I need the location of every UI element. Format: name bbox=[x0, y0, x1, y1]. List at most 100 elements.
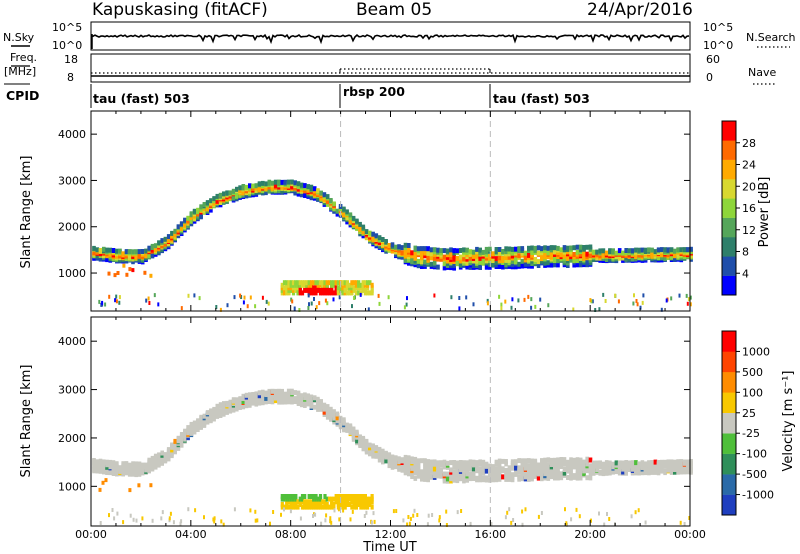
echo-cell bbox=[318, 504, 323, 510]
echo-cell bbox=[368, 290, 372, 296]
echo-cell bbox=[343, 287, 347, 293]
echo-cell bbox=[604, 250, 609, 256]
echo-cell bbox=[508, 507, 511, 512]
echo-cell bbox=[603, 522, 606, 527]
echo-cell bbox=[689, 459, 693, 464]
echo-cell bbox=[296, 181, 301, 187]
echo-cell bbox=[540, 465, 544, 471]
echo-cell bbox=[643, 461, 648, 467]
echo-cell bbox=[354, 494, 358, 499]
echo-cell bbox=[335, 208, 340, 214]
echo-cell bbox=[530, 250, 534, 255]
echo-cell bbox=[306, 393, 310, 399]
echo-cell bbox=[494, 475, 499, 481]
cpid-segment-label: tau (fast) 503 bbox=[493, 91, 590, 106]
colorbar-tick-label: 12 bbox=[742, 224, 756, 237]
echo-cell bbox=[549, 469, 554, 475]
echo-cell bbox=[413, 250, 418, 255]
echo-cell bbox=[397, 459, 401, 465]
colorbar-segment bbox=[722, 179, 736, 199]
echo-cell bbox=[527, 476, 531, 482]
echo-cell bbox=[144, 248, 148, 254]
echo-cell bbox=[254, 183, 259, 189]
echo-cell bbox=[455, 473, 460, 479]
echo-cell bbox=[611, 464, 615, 470]
echo-cell bbox=[540, 469, 544, 475]
echo-cell bbox=[634, 460, 638, 466]
echo-cell bbox=[140, 249, 145, 254]
echo-cell bbox=[624, 460, 628, 465]
echo-cell bbox=[293, 189, 297, 195]
echo-cell bbox=[131, 461, 135, 467]
echo-cell bbox=[540, 256, 544, 262]
echo-cell bbox=[445, 471, 450, 477]
echo-cell bbox=[366, 496, 370, 502]
echo-cell bbox=[345, 494, 349, 499]
echo-cell bbox=[608, 468, 612, 474]
echo-cell bbox=[166, 447, 171, 453]
echo-cell bbox=[341, 496, 345, 502]
echo-cell bbox=[533, 473, 538, 479]
echo-cell bbox=[352, 496, 356, 502]
echo-cell bbox=[566, 254, 570, 260]
echo-cell bbox=[354, 499, 358, 505]
colorbar-tick-label: -1000 bbox=[742, 489, 774, 502]
echo-cell bbox=[517, 465, 521, 471]
colorbar-tick-label: -500 bbox=[742, 468, 767, 481]
echo-cell bbox=[351, 304, 353, 309]
echo-cell bbox=[345, 282, 349, 288]
echo-cell bbox=[588, 260, 593, 266]
echo-cell bbox=[306, 400, 310, 406]
echo-cell bbox=[180, 519, 183, 524]
echo-cell bbox=[342, 210, 346, 216]
echo-cell bbox=[323, 502, 327, 507]
echo-cell bbox=[294, 282, 298, 288]
echo-cell bbox=[287, 504, 291, 510]
echo-cell bbox=[611, 461, 615, 467]
echo-cell bbox=[291, 280, 296, 286]
echo-cell bbox=[316, 496, 320, 502]
echo-cell bbox=[132, 517, 135, 522]
echo-cell bbox=[361, 282, 365, 288]
echo-cell bbox=[127, 465, 132, 471]
echo-cell bbox=[471, 253, 476, 259]
echo-cell bbox=[660, 459, 664, 465]
echo-cell bbox=[520, 246, 525, 252]
echo-cell bbox=[395, 509, 398, 513]
echo-cell bbox=[323, 280, 327, 286]
echo-cell bbox=[172, 520, 175, 525]
echo-cell bbox=[345, 502, 349, 507]
echo-cell bbox=[442, 471, 447, 477]
echo-cell bbox=[514, 257, 518, 263]
echo-cell bbox=[520, 469, 525, 475]
echo-cell bbox=[406, 522, 409, 527]
y-tick-label: 2000 bbox=[58, 221, 86, 234]
echo-cell bbox=[299, 516, 302, 521]
echo-cell bbox=[314, 499, 318, 505]
echo-cell bbox=[243, 295, 246, 300]
echo-cell bbox=[291, 287, 296, 293]
echo-cell bbox=[289, 499, 293, 505]
echo-cell bbox=[300, 504, 305, 510]
echo-cell bbox=[289, 502, 293, 507]
x-tick-label: 04:00 bbox=[175, 528, 207, 541]
echo-cell bbox=[179, 434, 184, 440]
echo-cell bbox=[327, 496, 332, 502]
echo-cell bbox=[169, 511, 172, 516]
echo-cell bbox=[611, 248, 615, 254]
echo-cell bbox=[312, 186, 317, 192]
echo-cell bbox=[127, 462, 132, 468]
echo-cell bbox=[374, 450, 379, 456]
echo-cell bbox=[270, 388, 275, 394]
echo-cell bbox=[510, 253, 515, 259]
echo-cell bbox=[504, 468, 508, 473]
echo-cell bbox=[517, 253, 521, 259]
echo-cell bbox=[462, 247, 466, 253]
echo-cell bbox=[309, 287, 314, 293]
echo-cell bbox=[355, 429, 359, 435]
echo-cell bbox=[118, 465, 122, 471]
echo-cell bbox=[368, 445, 372, 451]
echo-cell bbox=[339, 502, 343, 507]
echo-cell bbox=[562, 245, 567, 251]
echo-cell bbox=[507, 472, 512, 478]
